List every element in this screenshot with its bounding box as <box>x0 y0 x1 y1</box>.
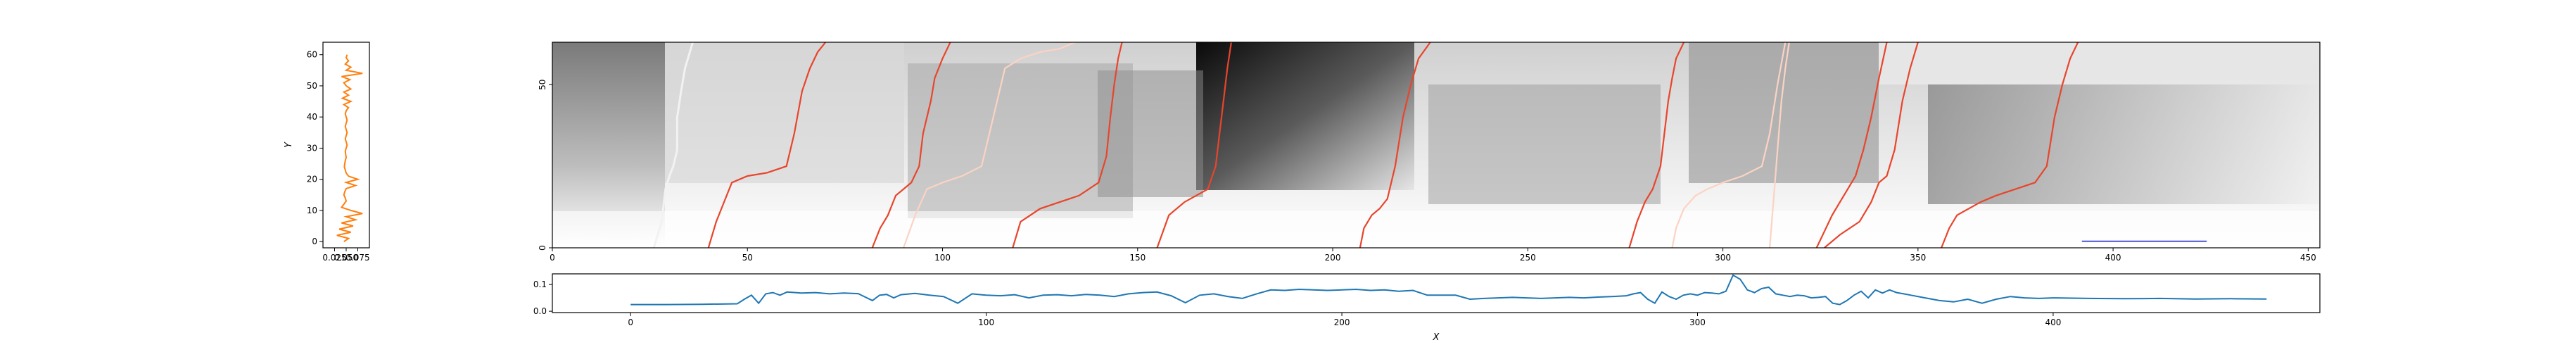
bottom-y-tick-label: 0.1 <box>533 279 547 289</box>
heatmap-block-b <box>908 63 1133 218</box>
left-y-tick-label: 60 <box>307 50 317 60</box>
alignment-path <box>1815 42 1888 248</box>
main-x-tick-label: 100 <box>934 253 951 263</box>
left-y-label: Y <box>284 142 294 148</box>
main-y-tick-label: 0 <box>538 245 547 251</box>
left-y-tick-label: 40 <box>307 112 317 122</box>
main-y-tick-label: 50 <box>538 80 547 90</box>
main-x-tick-label: 400 <box>2105 253 2121 263</box>
alignment-path <box>1769 42 1790 248</box>
bottom-x-label: X <box>1433 332 1440 343</box>
alignment-path <box>1628 42 1685 248</box>
bottom-x-tick-label: 100 <box>978 318 994 327</box>
bottom-plot-frame <box>552 273 2321 313</box>
main-x-tick-label: 300 <box>1715 253 1731 263</box>
left-y-tick-label: 30 <box>307 143 317 153</box>
left-y-tick-label: 50 <box>307 81 317 91</box>
heatmap-block-e <box>1689 42 1879 183</box>
alignment-path <box>1359 42 1431 248</box>
main-x-tick-label: 150 <box>1129 253 1146 263</box>
main-x-tick-label: 350 <box>1910 253 1926 263</box>
bottom-profile-curve <box>630 274 2267 306</box>
bottom-x-tick-label: 400 <box>2045 318 2061 327</box>
heatmap-block-d <box>1428 84 1661 204</box>
bottom-x-tick-label: 300 <box>1689 318 1706 327</box>
heatmap-block-g <box>1928 84 2319 204</box>
left-x-tick-label: 0.075 <box>345 253 369 263</box>
alignment-path <box>1824 42 1919 248</box>
bottom-panel: 0 100 200 300 400 0.0 0.1 X <box>533 273 2321 343</box>
main-x-tick-label: 200 <box>1325 253 1341 263</box>
heatmap <box>552 42 2320 248</box>
alignment-path <box>1671 42 1787 248</box>
alignment-path <box>1156 42 1232 248</box>
alignment-path <box>903 42 1076 248</box>
main-x-ticks: 0 50 100 150 200 250 300 350 400 450 <box>550 248 2316 263</box>
heatmap-block-c <box>1098 70 1203 197</box>
alignment-path <box>1012 42 1123 248</box>
bottom-x-tick-label: 200 <box>1334 318 1350 327</box>
bottom-y-ticks: 0.0 0.1 <box>533 279 552 316</box>
heatmap-block-f <box>1879 42 2319 84</box>
heatmap-bottom-band <box>552 211 2320 248</box>
main-plot-frame <box>552 42 2321 249</box>
alignment-path <box>871 42 951 248</box>
left-y-tick-label: 10 <box>307 206 317 215</box>
alignment-path <box>1941 42 2079 248</box>
bottom-y-tick-label: 0.0 <box>533 306 547 316</box>
left-density-curve <box>336 54 363 243</box>
main-panel: 0 50 100 150 200 250 300 350 400 450 0 50 <box>538 42 2321 263</box>
main-x-tick-label: 450 <box>2300 253 2316 263</box>
left-y-ticks: 0 10 20 30 40 50 60 <box>307 50 323 246</box>
alignment-path <box>652 42 694 248</box>
left-x-tick-label: 0.050 <box>334 253 358 263</box>
bottom-x-ticks: 0 100 200 300 400 <box>628 313 2061 327</box>
main-y-ticks: 0 50 <box>538 80 552 251</box>
left-x-tick-label: 0.025 <box>322 253 346 263</box>
main-x-tick-label: 0 <box>550 253 555 263</box>
heatmap-block-a <box>665 42 904 183</box>
left-y-tick-label: 0 <box>312 237 317 246</box>
bottom-x-tick-label: 0 <box>628 318 633 327</box>
main-x-tick-label: 250 <box>1520 253 1536 263</box>
main-x-tick-label: 50 <box>742 253 753 263</box>
left-y-tick-label: 20 <box>307 175 317 184</box>
alignment-path <box>707 42 827 248</box>
heatmap-dark-block <box>1196 42 1414 190</box>
